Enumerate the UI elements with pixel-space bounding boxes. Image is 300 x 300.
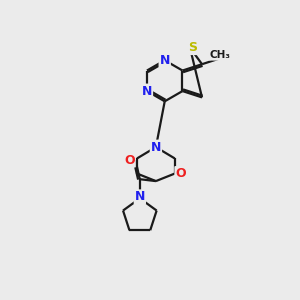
Text: N: N	[142, 85, 152, 98]
Text: N: N	[151, 141, 161, 154]
Text: O: O	[175, 167, 186, 180]
Text: S: S	[188, 41, 197, 54]
Text: N: N	[160, 54, 170, 67]
Text: CH₃: CH₃	[210, 50, 231, 60]
Text: O: O	[124, 154, 135, 166]
Text: N: N	[135, 190, 145, 203]
